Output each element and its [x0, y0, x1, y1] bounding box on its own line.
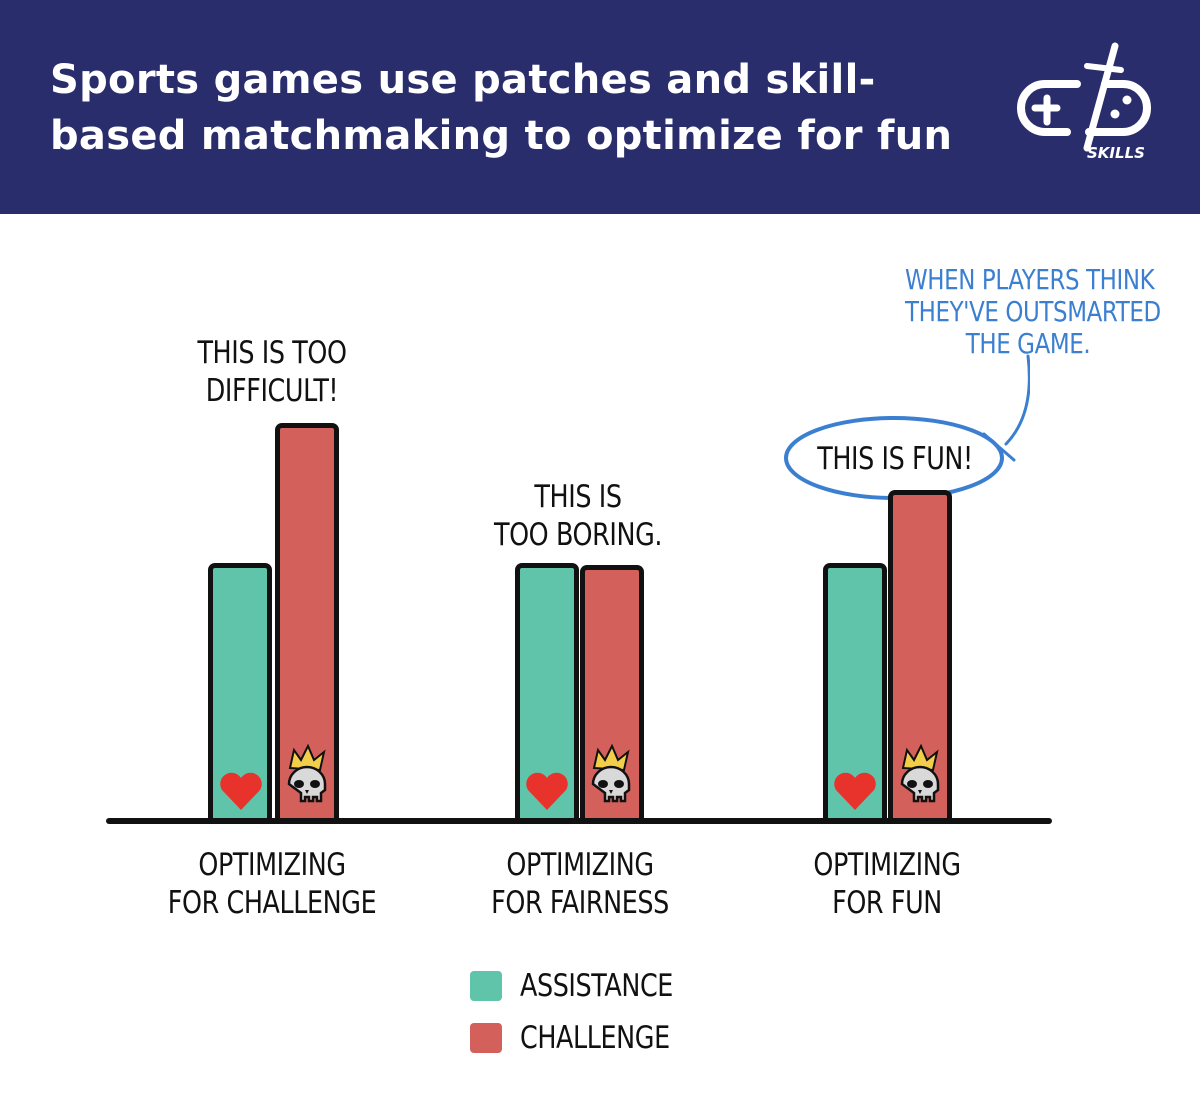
legend-label: CHALLENGE [520, 1020, 670, 1056]
annotation-this-is-fun: THIS IS FUN! [793, 440, 998, 478]
label-line: OPTIMIZING [813, 847, 961, 883]
note-line: THEY'VE OUTSMARTED [905, 295, 1161, 328]
annotation-too-boring: THIS IS TOO BORING. [471, 478, 684, 554]
svg-text:SKILLS: SKILLS [1087, 144, 1145, 162]
category-label-fairness: OPTIMIZING FOR FAIRNESS [455, 846, 704, 922]
heart-icon [834, 772, 876, 810]
title-line-1: Sports games use patches and skill- [50, 57, 876, 103]
legend-swatch-assistance [470, 971, 502, 1001]
note-line: WHEN PLAYERS THINK [905, 263, 1155, 296]
legend-item-assistance: ASSISTANCE [470, 969, 707, 1003]
crowned-skull-icon [900, 744, 940, 803]
label-line: OPTIMIZING [506, 847, 654, 883]
category-label-fun: OPTIMIZING FOR FUN [762, 846, 1011, 922]
title-line-2: based matchmaking to optimize for fun [50, 113, 953, 159]
note-line: THE GAME. [965, 327, 1091, 360]
heart-icon [526, 772, 568, 810]
annotation-too-difficult: THIS IS TOO DIFFICULT! [165, 334, 378, 410]
x-axis-baseline [106, 818, 1052, 824]
annotation-line: THIS IS [534, 479, 622, 515]
legend-label: ASSISTANCE [520, 968, 673, 1004]
label-line: FOR FAIRNESS [491, 885, 669, 921]
legend-item-challenge: CHALLENGE [470, 1021, 703, 1055]
legend-swatch-challenge [470, 1023, 502, 1053]
label-line: OPTIMIZING [198, 847, 346, 883]
crowned-skull-icon [287, 744, 327, 803]
annotation-line: DIFFICULT! [205, 373, 339, 409]
header-banner: Sports games use patches and skill- base… [0, 0, 1200, 214]
chart-area: WHEN PLAYERS THINK THEY'VE OUTSMARTED TH… [0, 214, 1200, 1098]
category-label-challenge: OPTIMIZING FOR CHALLENGE [147, 846, 396, 922]
annotation-line: THIS IS TOO [197, 335, 347, 371]
crowned-skull-icon [591, 744, 631, 803]
annotation-line: THIS IS FUN! [817, 441, 973, 477]
outsmarted-note: WHEN PLAYERS THINK THEY'VE OUTSMARTED TH… [905, 263, 1161, 360]
annotation-line: TOO BORING. [493, 517, 663, 553]
label-line: FOR FUN [832, 885, 942, 921]
heart-icon [220, 772, 262, 810]
label-line: FOR CHALLENGE [167, 885, 377, 921]
page-title: Sports games use patches and skill- base… [50, 52, 980, 164]
gd-skills-logo-icon: SKILLS [1017, 42, 1151, 162]
